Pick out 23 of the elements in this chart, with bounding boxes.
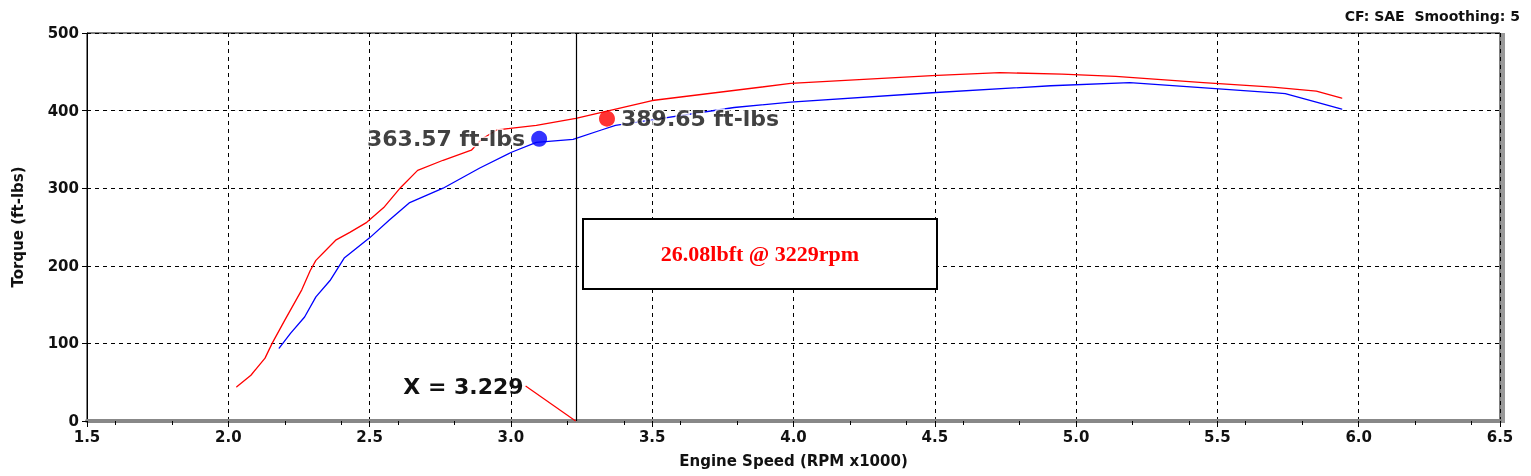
x-tick-label: 4.0 bbox=[780, 427, 807, 446]
x-tick-label: 4.5 bbox=[921, 427, 949, 446]
x-tick-label: 5.0 bbox=[1062, 427, 1090, 446]
x-tick-label: 6.0 bbox=[1345, 427, 1372, 446]
y-tick-label: 500 bbox=[47, 24, 79, 42]
y-tick-label: 100 bbox=[47, 334, 79, 353]
line-series bbox=[278, 82, 1343, 349]
x-axis-title: Engine Speed (RPM x1000) bbox=[679, 451, 908, 470]
x-tick-label: 1.5 bbox=[73, 427, 101, 446]
y-tick-label: 200 bbox=[47, 256, 79, 275]
x-tick-label: 3.5 bbox=[638, 427, 666, 446]
x-tick-label: 5.5 bbox=[1204, 427, 1231, 446]
y-axis-title: Torque (ft-lbs) bbox=[8, 166, 27, 288]
text: CF: SAE Smoothing: 5 bbox=[1344, 8, 1520, 24]
y-tick-label: 400 bbox=[47, 101, 79, 120]
x-tick-label: 6.5 bbox=[1486, 427, 1514, 446]
x-tick-label: 2.0 bbox=[215, 427, 242, 446]
x-tick-label: 3.0 bbox=[497, 427, 525, 446]
text-box: 26.08lbft @ 3229rpm bbox=[582, 218, 938, 290]
y-tick-label: 0 bbox=[68, 412, 79, 430]
annotation: X = 3.229 bbox=[403, 373, 524, 399]
y-tick-label: 300 bbox=[47, 179, 79, 198]
x-tick-label: 2.5 bbox=[356, 427, 383, 446]
